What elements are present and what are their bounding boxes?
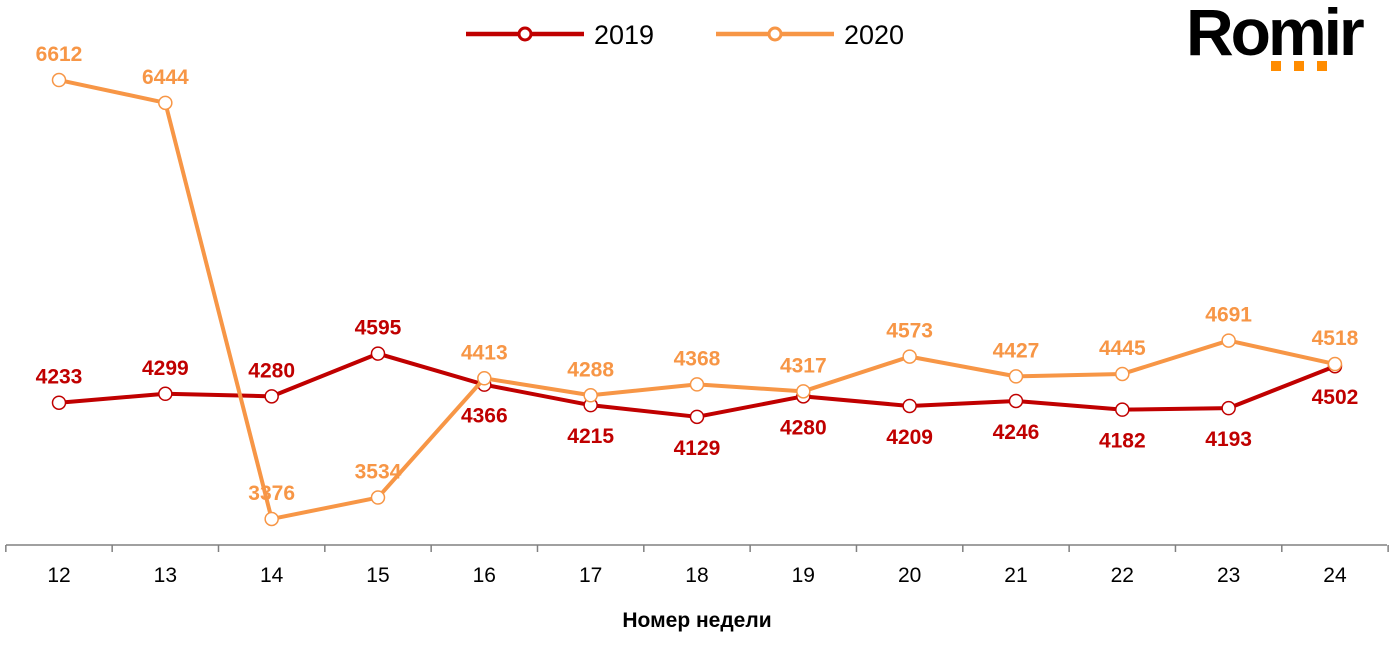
data-label: 4691 [1205, 304, 1252, 327]
data-label: 4233 [36, 366, 83, 389]
data-label: 4368 [674, 347, 721, 370]
data-label: 4427 [993, 339, 1040, 362]
legend-marker [517, 26, 533, 42]
logo-text: Romir [1186, 0, 1364, 69]
data-label: 6444 [142, 66, 189, 89]
data-label: 4280 [248, 359, 295, 382]
x-tick-label: 20 [898, 564, 921, 587]
x-tick-label: 13 [154, 564, 177, 587]
data-label: 4317 [780, 354, 827, 377]
data-label: 4193 [1205, 428, 1252, 451]
x-tick-label: 21 [1004, 564, 1027, 587]
data-point [583, 388, 598, 403]
data-point [1327, 356, 1343, 372]
x-axis-title: Номер недели [622, 609, 771, 632]
data-point [689, 409, 705, 425]
data-label: 4215 [567, 425, 614, 448]
data-label: 4413 [461, 341, 508, 364]
logo-dot [1317, 61, 1327, 71]
data-point [264, 511, 279, 527]
data-point [51, 395, 67, 410]
data-label: 4280 [780, 416, 827, 439]
data-label: 4366 [461, 405, 508, 428]
data-label: 6612 [36, 43, 83, 66]
data-point [1221, 333, 1236, 348]
data-point [477, 371, 492, 386]
logo-dot [1294, 61, 1304, 71]
data-label: 4518 [1312, 327, 1359, 350]
data-point [689, 377, 705, 392]
data-point [1115, 402, 1130, 417]
romir-logo: Romir [1186, 0, 1367, 71]
data-point [51, 72, 67, 88]
data-label: 4445 [1099, 337, 1146, 360]
data-label: 3534 [355, 461, 402, 484]
x-tick-label: 19 [792, 564, 815, 587]
x-tick-label: 24 [1323, 564, 1347, 587]
x-tick-label: 18 [685, 564, 708, 587]
data-label: 4182 [1099, 430, 1146, 453]
data-label: 4129 [674, 437, 721, 460]
data-label: 3376 [248, 482, 295, 505]
x-tick-label: 16 [473, 564, 496, 587]
data-label: 4299 [142, 357, 189, 380]
x-axis: 12 13 14 15 16 17 18 19 20 21 22 23 24 [5, 544, 1389, 587]
logo-dot [1271, 61, 1281, 71]
data-label: 4246 [993, 421, 1040, 444]
legend-item-2020: 2020 [716, 20, 904, 50]
data-label: 4502 [1312, 386, 1359, 409]
data-point [370, 490, 386, 505]
data-label: 4209 [886, 426, 933, 449]
legend-label: 2020 [844, 20, 904, 50]
data-point [1221, 400, 1236, 416]
data-point [370, 346, 386, 361]
x-tick-label: 22 [1111, 564, 1134, 587]
data-point [796, 384, 811, 399]
data-point [902, 398, 917, 414]
data-label: 4573 [886, 320, 933, 343]
x-tick-label: 15 [366, 564, 389, 587]
data-point [1008, 369, 1024, 384]
data-label: 4595 [355, 317, 402, 340]
data-point [902, 349, 917, 364]
data-point [158, 95, 173, 111]
data-point [158, 386, 173, 402]
data-label: 4288 [567, 358, 614, 381]
legend-marker [767, 26, 783, 42]
x-tick-label: 23 [1217, 564, 1240, 587]
data-point [1115, 366, 1130, 382]
x-tick-label: 14 [260, 564, 284, 587]
series-2020 [51, 72, 1343, 527]
legend-label: 2019 [594, 20, 654, 50]
x-tick-label: 12 [47, 564, 70, 587]
legend-item-2019: 2019 [466, 20, 654, 50]
data-point [1008, 393, 1024, 409]
data-point [264, 389, 279, 404]
legend: 2019 2020 [466, 20, 904, 50]
x-tick-label: 17 [579, 564, 602, 587]
